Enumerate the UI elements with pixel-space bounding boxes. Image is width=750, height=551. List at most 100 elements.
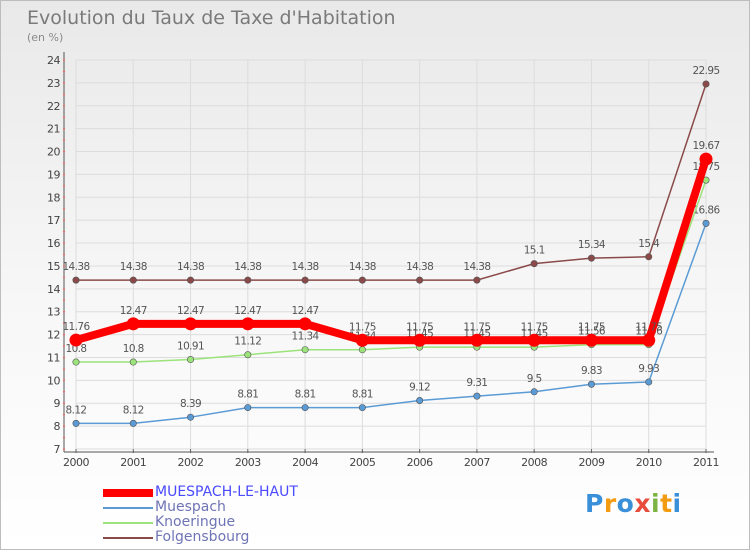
- legend-swatch: [103, 522, 153, 524]
- x-tick-label: 2006: [407, 456, 433, 469]
- data-point-muespach: [416, 396, 424, 404]
- y-tick-label: 13: [47, 306, 60, 319]
- data-label-folgensbourg: 14.38: [234, 261, 261, 273]
- data-label-knoeringue: 10.8: [123, 343, 144, 355]
- y-axis-dot: [63, 139, 65, 142]
- data-label-muespach: 9.5: [527, 373, 542, 385]
- y-axis-dot: [63, 219, 65, 222]
- data-point-muespach-le-haut: [470, 333, 484, 347]
- y-axis-dot: [63, 299, 65, 302]
- legend-swatch: [103, 507, 153, 509]
- data-label-muespach: 8.12: [66, 404, 87, 416]
- y-axis-dot: [63, 161, 65, 164]
- y-axis-dot: [63, 59, 65, 61]
- x-tick-label: 2008: [521, 456, 547, 469]
- y-tick-label: 17: [47, 214, 60, 227]
- data-point-folgensbourg: [473, 276, 481, 284]
- y-axis-dot: [63, 356, 65, 359]
- y-axis-dot: [63, 287, 65, 290]
- x-tick-label: 2004: [292, 456, 318, 469]
- y-tick-label: 20: [47, 146, 60, 159]
- y-axis-dot: [63, 436, 65, 439]
- series-line-knoeringue: [76, 179, 707, 363]
- x-tick-label: 2002: [178, 456, 204, 469]
- data-point-muespach: [72, 419, 80, 427]
- y-tick-label: 15: [47, 260, 60, 273]
- y-axis-dot: [63, 230, 65, 233]
- data-point-knoeringue: [129, 358, 137, 366]
- data-point-folgensbourg: [358, 276, 366, 284]
- chart-title: Evolution du Taux de Taxe d'Habitation: [27, 7, 396, 29]
- data-point-muespach-le-haut: [126, 317, 140, 331]
- legend-label: Folgensbourg: [155, 529, 250, 545]
- y-axis-dot: [63, 184, 65, 187]
- y-axis-dot: [63, 207, 65, 210]
- data-label-muespach-le-haut: 11.76: [62, 321, 90, 333]
- data-point-folgensbourg: [244, 276, 252, 284]
- y-axis-dot: [63, 413, 65, 416]
- data-label-muespach-le-haut: 12.47: [234, 305, 261, 317]
- series-line-folgensbourg: [76, 83, 707, 281]
- x-tick-label: 2005: [349, 456, 375, 469]
- y-axis-dot: [63, 150, 65, 153]
- data-point-folgensbourg: [587, 254, 595, 262]
- data-label-folgensbourg: 14.38: [62, 261, 89, 273]
- y-axis-dot: [63, 116, 65, 119]
- data-label-folgensbourg: 22.95: [692, 65, 719, 77]
- data-label-muespach: 8.39: [180, 398, 201, 410]
- data-point-muespach-le-haut: [413, 333, 427, 347]
- y-axis-dot: [63, 104, 65, 107]
- logo-letter: i: [672, 489, 682, 518]
- data-label-muespach: 8.81: [352, 389, 373, 401]
- y-axis-dot: [63, 402, 65, 405]
- y-axis-dot: [63, 196, 65, 199]
- data-point-muespach: [587, 380, 595, 388]
- data-label-muespach: 8.81: [295, 389, 316, 401]
- data-point-muespach-le-haut: [527, 333, 541, 347]
- y-axis-dot: [63, 345, 65, 348]
- data-point-folgensbourg: [645, 253, 653, 261]
- data-point-muespach: [702, 219, 710, 227]
- y-axis-dot: [63, 425, 65, 428]
- data-label-folgensbourg: 15.1: [524, 245, 545, 257]
- data-point-knoeringue: [358, 346, 366, 354]
- data-point-muespach-le-haut: [584, 333, 598, 347]
- y-tick-label: 9: [54, 397, 61, 410]
- y-axis-dot: [63, 253, 65, 256]
- data-point-muespach: [645, 378, 653, 386]
- y-axis-dot: [63, 264, 65, 267]
- logo-letter: r: [603, 489, 617, 518]
- data-point-muespach: [301, 404, 309, 412]
- y-axis-dot: [63, 322, 65, 325]
- data-point-folgensbourg: [129, 276, 137, 284]
- y-tick-label: 19: [47, 168, 60, 181]
- data-label-muespach-le-haut: 19.67: [692, 140, 719, 152]
- data-label-muespach-le-haut: 12.47: [292, 305, 319, 317]
- data-point-folgensbourg: [530, 260, 538, 268]
- data-label-knoeringue: 10.91: [177, 341, 204, 353]
- data-point-knoeringue: [301, 346, 309, 354]
- y-tick-label: 10: [47, 374, 60, 387]
- data-label-muespach: 9.93: [638, 363, 659, 375]
- data-label-muespach: 9.31: [466, 377, 487, 389]
- data-point-muespach-le-haut: [241, 317, 255, 331]
- data-label-muespach: 9.83: [581, 365, 602, 377]
- data-point-folgensbourg: [301, 276, 309, 284]
- data-label-knoeringue: 10.8: [66, 343, 87, 355]
- data-label-folgensbourg: 15.34: [578, 239, 606, 251]
- y-tick-label: 21: [47, 123, 60, 136]
- y-axis-dot: [63, 173, 65, 176]
- data-label-folgensbourg: 14.38: [292, 261, 319, 273]
- data-label-muespach-le-haut: 11.75: [349, 321, 376, 333]
- y-axis-dot: [63, 390, 65, 393]
- data-point-muespach: [244, 404, 252, 412]
- y-axis-dot: [63, 127, 65, 130]
- legend-label: MUESPACH-LE-HAUT: [155, 484, 298, 500]
- data-label-muespach-le-haut: 11.75: [521, 321, 548, 333]
- data-label-folgensbourg: 14.38: [177, 261, 204, 273]
- y-tick-label: 23: [47, 77, 60, 90]
- data-label-folgensbourg: 15.4: [638, 238, 660, 250]
- y-axis-dot: [63, 379, 65, 382]
- data-point-folgensbourg: [416, 276, 424, 284]
